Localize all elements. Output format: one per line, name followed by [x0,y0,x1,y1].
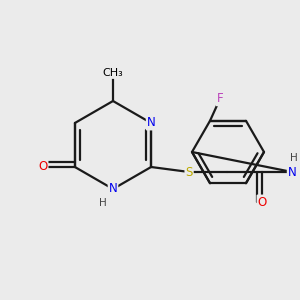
Text: S: S [185,166,193,178]
Text: N: N [109,182,117,196]
Text: N: N [288,166,296,178]
Text: F: F [217,92,223,105]
Text: O: O [257,196,267,208]
Text: O: O [38,160,47,173]
Text: H: H [290,153,298,163]
Text: N: N [147,116,155,130]
Text: CH₃: CH₃ [103,68,123,78]
Text: H: H [99,198,107,208]
